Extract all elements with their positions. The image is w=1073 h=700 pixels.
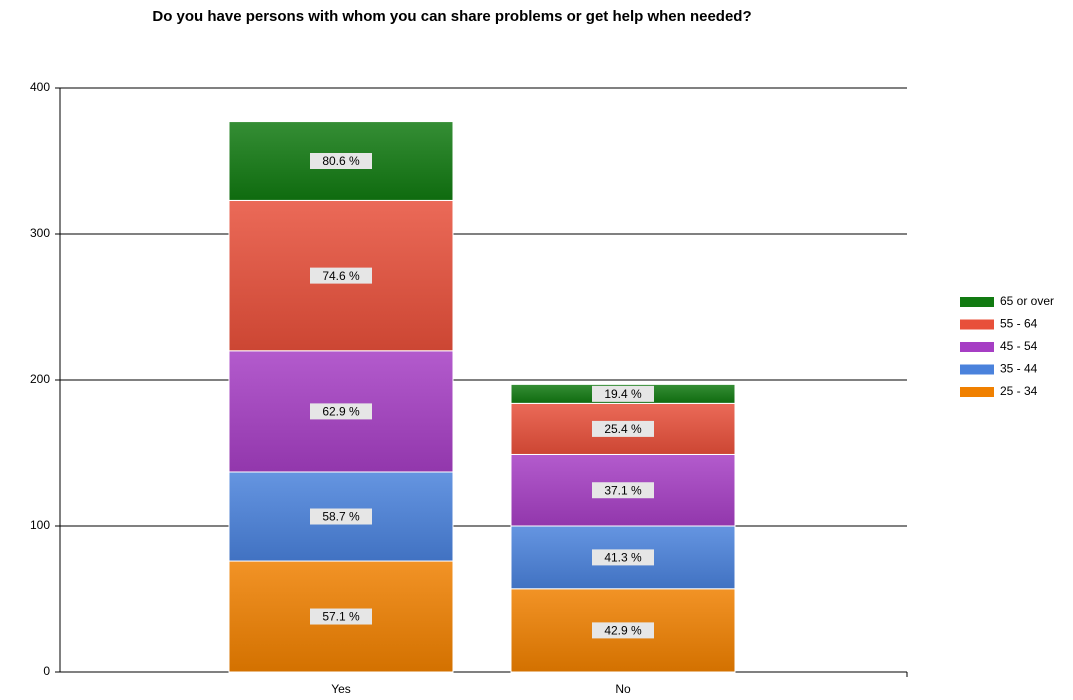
y-tick-label: 400 — [30, 80, 50, 94]
y-tick-label: 0 — [43, 664, 50, 678]
legend-swatch — [960, 319, 994, 330]
data-label-box — [592, 385, 654, 402]
legend-label: 35 - 44 — [1000, 362, 1038, 376]
legend-swatch — [960, 387, 994, 397]
legend-swatch — [960, 342, 994, 352]
data-label: 25.4 % — [604, 422, 642, 436]
legend-label: 45 - 54 — [1000, 339, 1038, 353]
x-tick-label: No — [615, 682, 631, 696]
data-label: 58.7 % — [322, 510, 360, 524]
x-tick-label: Yes — [331, 682, 351, 696]
data-label-box — [310, 403, 372, 420]
data-label-box — [592, 420, 654, 437]
y-tick-label: 200 — [30, 372, 50, 386]
data-label: 42.9 % — [604, 624, 642, 638]
legend-swatch — [960, 364, 994, 375]
legend-label: 65 or over — [1000, 294, 1054, 308]
y-tick-label: 300 — [30, 226, 50, 240]
data-label: 62.9 % — [322, 405, 360, 419]
data-label-box — [310, 153, 372, 169]
legend-label: 55 - 64 — [1000, 317, 1038, 331]
legend-label: 25 - 34 — [1000, 384, 1038, 398]
data-label: 57.1 % — [322, 610, 360, 624]
data-label-box — [592, 622, 654, 639]
data-label: 41.3 % — [604, 551, 642, 565]
data-label: 74.6 % — [322, 269, 360, 283]
data-label: 37.1 % — [604, 483, 642, 497]
data-label-box — [310, 267, 372, 284]
legend-swatch — [960, 297, 994, 307]
data-label-box — [592, 549, 654, 566]
data-label-box — [310, 608, 372, 625]
data-label: 80.6 % — [322, 154, 360, 168]
data-label-box — [592, 482, 654, 499]
chart-title: Do you have persons with whom you can sh… — [152, 8, 752, 25]
data-label: 19.4 % — [604, 387, 642, 401]
data-label-box — [310, 508, 372, 525]
y-tick-label: 100 — [30, 518, 50, 532]
